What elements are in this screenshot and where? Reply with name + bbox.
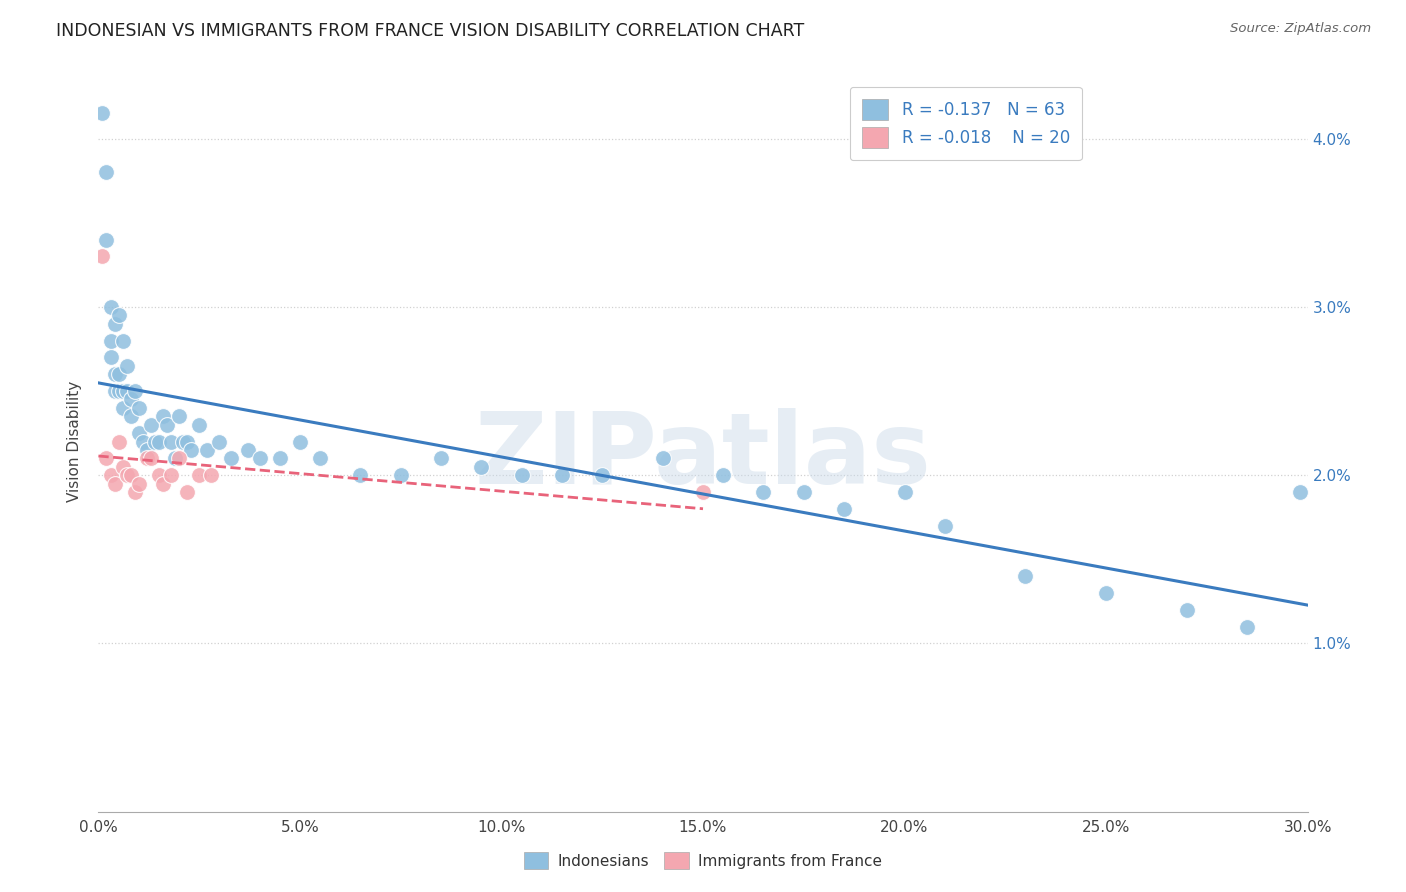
Point [115,359,138,373]
Point [111,384,134,398]
Point [1236,619,1258,633]
Point [120,468,142,483]
Point [152,476,174,491]
Point [711,468,734,483]
Point [510,468,533,483]
Point [135,451,157,466]
Text: ZIPatlas: ZIPatlas [475,408,931,505]
Point [200,468,222,483]
Point [249,451,271,466]
Point [349,468,371,483]
Point [591,468,613,483]
Point [100,351,122,365]
Point [188,468,211,483]
Point [752,485,775,500]
Point [160,434,183,449]
Text: Source: ZipAtlas.com: Source: ZipAtlas.com [1230,22,1371,36]
Point [1014,569,1036,583]
Point [1288,485,1310,500]
Point [167,409,190,424]
Point [163,451,186,466]
Point [692,485,714,500]
Point [128,401,150,415]
Point [176,434,198,449]
Point [793,485,815,500]
Point [103,384,125,398]
Point [91,106,114,120]
Point [236,442,259,457]
Point [96,451,118,466]
Point [107,309,129,323]
Point [107,434,129,449]
Point [107,384,129,398]
Legend: R = -0.137   N = 63, R = -0.018    N = 20: R = -0.137 N = 63, R = -0.018 N = 20 [851,87,1081,160]
Point [120,409,142,424]
Point [389,468,412,483]
Point [148,434,170,449]
Point [111,401,134,415]
Point [100,334,122,348]
Point [128,476,150,491]
Point [288,434,311,449]
Point [115,468,138,483]
Point [103,368,125,382]
Point [651,451,673,466]
Point [148,468,170,483]
Point [167,451,190,466]
Point [143,434,166,449]
Legend: Indonesians, Immigrants from France: Indonesians, Immigrants from France [517,846,889,875]
Point [139,451,162,466]
Point [430,451,453,466]
Point [128,426,150,441]
Point [111,459,134,474]
Point [103,317,125,331]
Point [96,233,118,247]
Point [269,451,291,466]
Y-axis label: Vision Disability: Vision Disability [67,381,83,502]
Point [893,485,915,500]
Point [160,468,183,483]
Point [124,384,146,398]
Point [152,409,174,424]
Point [103,476,125,491]
Point [1095,586,1118,600]
Point [107,368,129,382]
Point [111,334,134,348]
Point [132,434,155,449]
Point [156,417,179,432]
Point [1175,603,1198,617]
Point [832,501,855,516]
Point [120,392,142,407]
Point [100,300,122,314]
Point [172,434,194,449]
Point [135,442,157,457]
Point [470,459,492,474]
Point [176,485,198,500]
Point [934,518,956,533]
Point [309,451,332,466]
Point [96,165,118,179]
Point [188,417,211,432]
Point [124,485,146,500]
Point [195,442,218,457]
Point [100,468,122,483]
Point [139,417,162,432]
Point [551,468,574,483]
Point [115,384,138,398]
Point [180,442,202,457]
Point [91,249,114,264]
Text: INDONESIAN VS IMMIGRANTS FROM FRANCE VISION DISABILITY CORRELATION CHART: INDONESIAN VS IMMIGRANTS FROM FRANCE VIS… [56,22,804,40]
Point [221,451,243,466]
Point [208,434,231,449]
